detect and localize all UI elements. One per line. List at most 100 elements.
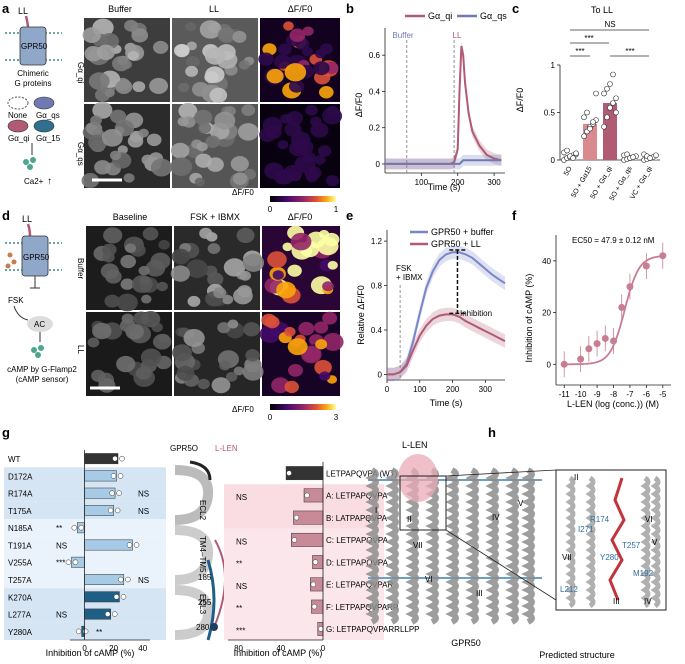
gl-sig-label: ** [56,524,62,533]
cell [104,88,115,98]
h-res-R174: R174 [590,515,610,524]
g-diag-ecl3: ECL3 [198,594,207,615]
y-tick-label: 0.5 [544,109,556,118]
gl-category-label: N185A [8,524,33,533]
c-point [610,100,616,106]
gqi-gprotein [7,119,29,133]
c-point [573,150,579,157]
x-tick-label: 100 [415,178,429,187]
c-sig-2: *** [625,47,634,56]
g15-label-a: Gα_15 [36,134,61,143]
c-point [607,104,613,111]
cell [265,316,280,329]
inset-helix [640,475,651,609]
cell [100,263,119,279]
gl-ns-label: NS [56,611,67,620]
gr-category-label: B: LATPAPQVPA [326,514,388,523]
c-point [581,114,587,121]
cell [103,227,123,244]
e-band [387,245,505,382]
b-ll-marker: LL [453,31,462,40]
colorbar-d-max: 3 [334,413,339,422]
gqi-label-a: Gα_qi [8,134,30,143]
x-tick-label: 200 [451,178,465,187]
cell [322,281,334,292]
gr-sig-label: ** [236,560,242,569]
c-category-label: 5O [563,165,574,177]
y-tick-label: 0 [376,160,381,169]
c-point [601,90,607,97]
cell [141,294,152,304]
cell [213,287,227,299]
cell [198,122,212,134]
helix [425,467,439,625]
cell [138,128,149,138]
gr-category-label: E: LETPAPQVPAR [326,581,394,590]
cell [290,232,312,251]
cell [177,116,189,127]
h-helix-I: I [375,506,377,515]
cell [319,43,333,55]
gl-category-label: T257A [8,576,32,585]
x-tick-label: -7 [626,390,634,399]
inset-helix [585,475,596,609]
x-tick-label: 300 [479,385,493,394]
cell [289,28,306,42]
cell [239,270,252,281]
helix [365,467,379,625]
cell [117,145,128,154]
gr-category-label: A: LETPAPQVPA [326,492,388,501]
gr-category-label: C: LETPAPQVPA [326,536,389,545]
gl-category-label: K270A [8,593,33,602]
c-point [624,151,630,158]
cell [194,177,205,187]
gr-x-tick: 80 [234,644,243,653]
ligand-sticks [608,477,626,601]
cell [310,116,322,127]
c-title: To LL [591,5,613,15]
gr-category-label: D: LETPAPQVPA [326,558,389,567]
e-ylabel: Relative ΔF/F0 [356,285,366,345]
up-arrow-icon: ↑ [47,176,52,187]
cell [172,344,192,362]
c-sig-0: *** [575,47,584,56]
panel-letter-f: f [512,208,517,223]
cell [116,355,136,373]
panel-g-left-chart: Inhibition of cAMP (%) WT D172A R174A T175A… [4,450,166,658]
cell [194,109,213,126]
cell [262,43,277,56]
d-col-header-fsk: FSK + IBMX [190,212,240,222]
cell [127,51,139,61]
cell [123,173,135,183]
gl-category-label: WT [8,455,21,464]
panel-f-chart: Inhibition of cAMP (%) L-LEN (log (conc.… [524,235,671,409]
cell [138,265,150,276]
cell [170,157,193,176]
cell [178,82,190,93]
cell [196,142,208,152]
cell [96,44,116,61]
f-point [585,345,593,353]
h-inset-helix-VII: VII [562,553,572,562]
gr-sig-label: NS [236,582,247,591]
cell [90,115,102,126]
h-helix-V: V [518,499,524,508]
cell [267,251,287,268]
colorbar-a-min: 0 [268,205,273,214]
cell [141,310,161,328]
e-legend-buffer: GPR50 + buffer [431,227,494,237]
ligand-surface [398,454,438,502]
gl-row-bg [4,553,166,571]
cell [141,154,154,166]
colorbar-d-label: ΔF/F0 [232,405,254,414]
cell [132,81,146,93]
g-diag-ecl2: ECL2 [198,500,207,521]
a-col-header-buffer: Buffer [108,4,132,14]
cell [88,72,110,90]
cell [284,326,296,337]
cell [245,349,260,362]
cell [207,243,221,254]
c-point [647,155,653,161]
h-inset-helix-VI: VI [645,515,653,524]
panel-letter-a: a [2,1,10,16]
